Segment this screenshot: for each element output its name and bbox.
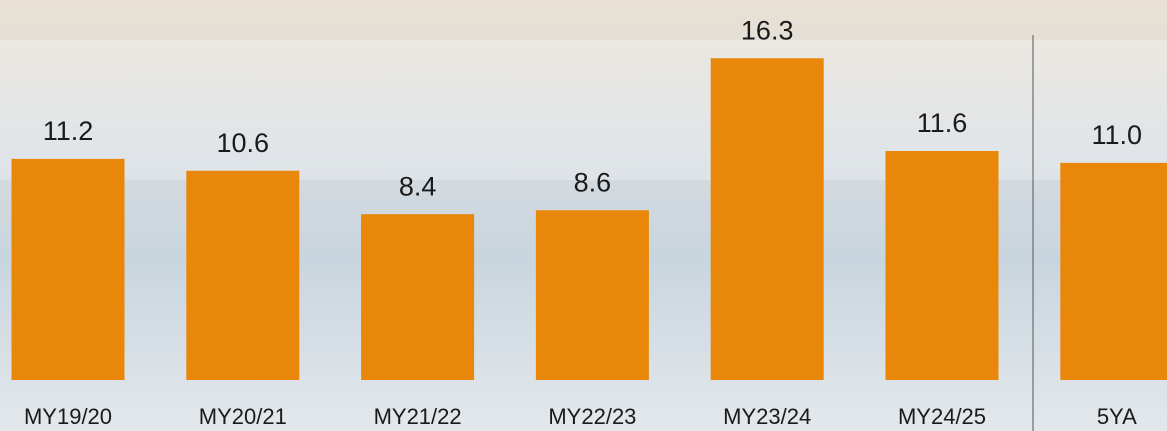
value-label: 8.4 — [399, 171, 437, 201]
x-tick-label: MY24/25 — [898, 404, 986, 429]
value-label: 16.3 — [741, 15, 794, 45]
x-tick-label: MY22/23 — [548, 404, 636, 429]
value-label: 11.6 — [917, 108, 968, 138]
bar — [186, 170, 300, 380]
x-tick-label: MY23/24 — [723, 404, 811, 429]
bar — [11, 158, 125, 380]
bar — [1060, 162, 1167, 380]
value-label: 11.2 — [43, 116, 94, 146]
x-tick-label: MY21/22 — [374, 404, 462, 429]
value-label: 10.6 — [217, 128, 270, 158]
x-tick-label: MY20/21 — [199, 404, 287, 429]
value-label: 11.0 — [1092, 120, 1143, 150]
value-label: 8.6 — [574, 167, 612, 197]
bar — [710, 58, 824, 380]
x-tick-label: 5YA — [1097, 404, 1137, 429]
x-tick-label: MY19/20 — [24, 404, 112, 429]
bar — [535, 210, 649, 380]
bar — [885, 151, 999, 380]
bar — [361, 214, 475, 380]
